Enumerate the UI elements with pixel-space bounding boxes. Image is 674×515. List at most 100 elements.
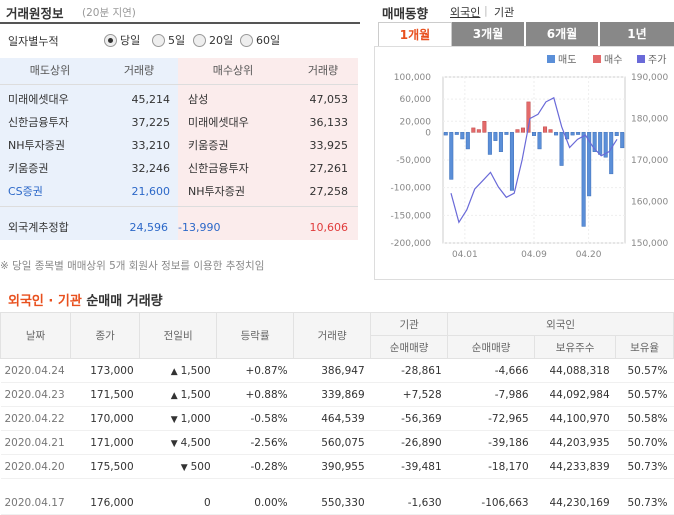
- tab-3m[interactable]: 3개월: [452, 22, 524, 46]
- buy-header: 매수상위: [178, 58, 288, 85]
- cell-change: ▼ 4,500: [139, 430, 217, 455]
- change-value: 0: [203, 496, 211, 509]
- chart-bar: [531, 132, 537, 136]
- sell-broker: 키움증권: [8, 162, 49, 175]
- sell-volume: 21,600: [131, 185, 171, 198]
- chart-bar: [509, 132, 514, 191]
- buy-volume: 33,925: [309, 139, 349, 152]
- buy-broker: 키움증권: [188, 139, 229, 152]
- cell-frn-net: -39,186: [447, 430, 535, 455]
- down-arrow-icon: ▼: [170, 414, 181, 425]
- cell-change: ▼ 1,000: [139, 406, 217, 431]
- chart-bar: [504, 132, 509, 135]
- table-row: 2020.04.24 173,000 ▲ 1,500 +0.87% 386,947 -28…: [0, 358, 674, 383]
- cell-volume: 560,075: [293, 430, 371, 455]
- chart-bar: [476, 129, 481, 133]
- cell-volume: 464,539: [293, 406, 371, 431]
- down-arrow-icon: ▼: [170, 438, 181, 449]
- y-right-tick: 170,000: [631, 156, 668, 166]
- cell-frn-ratio: 50.58%: [615, 406, 674, 431]
- cell-date: 2020.04.17: [0, 491, 71, 515]
- link-foreigner[interactable]: 외국인: [450, 6, 481, 19]
- y-left-tick: 60,000: [400, 95, 432, 105]
- broker-row: 미래에셋대우 45,214 삼성 47,053: [0, 88, 358, 111]
- cell-inst-net: +7,528: [370, 382, 448, 407]
- cell-close: 175,500: [70, 454, 140, 479]
- y-right-tick: 190,000: [631, 73, 668, 83]
- tab-1m[interactable]: 1개월: [378, 22, 452, 47]
- trend-title: 매매동향: [382, 6, 429, 21]
- cell-close: 171,500: [70, 382, 140, 407]
- cell-frn-hold: 44,100,970: [534, 406, 616, 431]
- chart-bar: [581, 132, 586, 227]
- sell-column-bg: [0, 58, 178, 240]
- cell-inst-net: -26,890: [370, 430, 448, 455]
- foreign-sell: 24,596: [129, 221, 169, 234]
- cell-inst-net: -39,481: [370, 454, 448, 479]
- cell-frn-net: -18,170: [447, 454, 535, 479]
- change-value: 500: [190, 460, 211, 473]
- cell-close: 170,000: [70, 406, 140, 431]
- broker-row: 키움증권 32,246 신한금융투자 27,261: [0, 157, 358, 180]
- radio-5d[interactable]: 5일: [152, 32, 185, 48]
- trend-chart: 매도 매수 주가 100,000 60,000 20,000 0 -50,000 -100,00…: [374, 46, 674, 280]
- cell-date: 2020.04.20: [0, 454, 71, 479]
- price-line: [450, 96, 618, 224]
- foreign-buy: 10,606: [309, 221, 349, 234]
- buy-volume: 47,053: [309, 93, 349, 106]
- link-institution[interactable]: 기관: [494, 6, 515, 19]
- buy-vol-header: 거래량: [288, 58, 358, 85]
- deals-title-b: 순매매 거래량: [86, 294, 163, 309]
- change-value: 1,500: [180, 364, 211, 377]
- y-right-tick: 180,000: [631, 115, 668, 125]
- tab-1y[interactable]: 1년: [600, 22, 674, 46]
- chart-bar: [620, 132, 625, 149]
- buy-broker: 삼성: [188, 93, 209, 106]
- chart-bar: [471, 127, 476, 133]
- broker-title: 거래원정보: [6, 6, 64, 21]
- cell-frn-ratio: 50.70%: [615, 430, 674, 455]
- cell-rate: +0.88%: [216, 382, 294, 407]
- period-tabs: 1개월 3개월 6개월 1년: [378, 22, 674, 48]
- divider: [0, 206, 358, 207]
- cell-inst-net: -28,861: [370, 358, 448, 383]
- col-frn-net: 순매매량: [447, 335, 536, 359]
- cell-inst-net: -56,369: [370, 406, 448, 431]
- col-frn-hold: 보유주수: [534, 335, 617, 359]
- deals-title: 외국인 · 기관 순매매 거래량: [8, 290, 163, 309]
- mode-label: 일자별누적: [8, 35, 59, 48]
- radio-icon: [240, 33, 253, 47]
- chart-bar: [614, 132, 619, 136]
- table-row: 2020.04.20 175,500 ▼ 500 -0.28% 390,955 -39,4…: [0, 454, 674, 479]
- cell-rate: -0.58%: [216, 406, 294, 431]
- sell-volume: 37,225: [131, 116, 171, 129]
- y-left-tick: 0: [425, 128, 431, 138]
- table-row: 2020.04.22 170,000 ▼ 1,000 -0.58% 464,539 -56…: [0, 406, 674, 431]
- radio-20d[interactable]: 20일: [193, 32, 233, 48]
- broker-table: 매도상위 거래량 매수상위 거래량 미래에셋대우 45,214 삼성 47,05…: [0, 58, 360, 244]
- chart-bar: [537, 132, 542, 150]
- cell-rate: 0.00%: [216, 491, 294, 515]
- col-foreign: 외국인: [447, 312, 674, 336]
- sell-broker: 미래에셋대우: [8, 93, 69, 106]
- cell-volume: 339,869: [293, 382, 371, 407]
- chart-bar: [603, 132, 608, 158]
- foreign-label: 외국계추정합: [8, 221, 69, 234]
- legend-label: 매수: [604, 54, 622, 66]
- buy-volume: 27,258: [309, 185, 349, 198]
- legend-swatch: [547, 55, 555, 63]
- col-volume: 거래량: [293, 312, 372, 359]
- cell-frn-hold: 44,203,935: [534, 430, 616, 455]
- cell-rate: +0.87%: [216, 358, 294, 383]
- tab-6m[interactable]: 6개월: [526, 22, 598, 46]
- chart-bar: [570, 132, 575, 136]
- x-tick: 04.09: [521, 250, 547, 260]
- sell-broker: NH투자증권: [8, 139, 65, 152]
- legend-swatch: [593, 55, 601, 63]
- buy-volume: 36,133: [309, 116, 349, 129]
- y-right-tick: 160,000: [631, 198, 668, 208]
- radio-today[interactable]: 당일: [104, 32, 140, 48]
- radio-60d[interactable]: 60일: [240, 32, 280, 48]
- cell-frn-hold: 44,088,318: [534, 358, 616, 383]
- cell-frn-hold: 44,233,839: [534, 454, 616, 479]
